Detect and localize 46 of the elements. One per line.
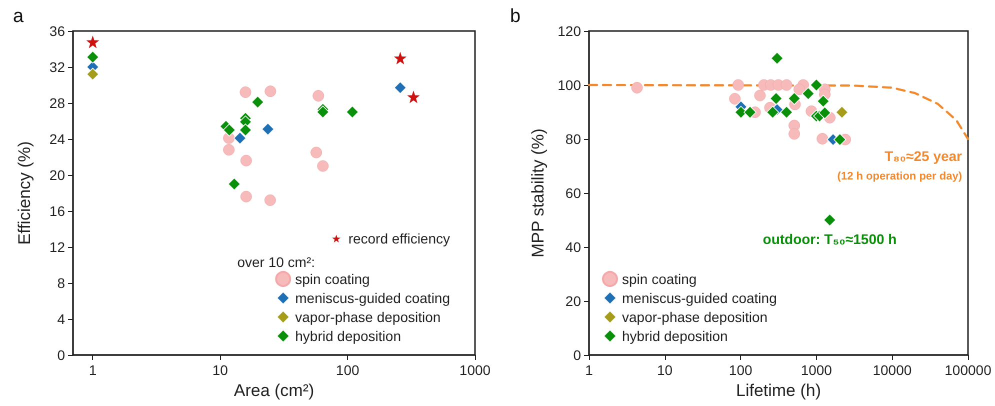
legend-label: spin coating — [295, 271, 370, 287]
x-axis-title: Lifetime (h) — [736, 380, 822, 400]
y-tick-label: 20 — [565, 293, 582, 309]
chart-title: b — [510, 6, 521, 27]
x-tick-label: 100000 — [944, 362, 992, 378]
y-tick-label: 8 — [57, 275, 66, 291]
y-tick-label: 32 — [49, 59, 66, 75]
x-tick-label: 1 — [88, 362, 97, 378]
y-tick-label: 80 — [565, 131, 582, 147]
y-tick-label: 60 — [565, 185, 582, 201]
legend-label: hybrid deposition — [295, 328, 401, 344]
legend-label: meniscus-guided coating — [295, 290, 450, 306]
y-tick-label: 120 — [558, 23, 582, 39]
annotation: (12 h operation per day) — [837, 170, 962, 182]
y-tick-label: 20 — [49, 167, 66, 183]
x-tick-label: 10000 — [872, 362, 912, 378]
legend-label: record efficiency — [348, 230, 450, 246]
annotation: T₈₀≈25 year — [884, 148, 963, 164]
y-tick-label: 0 — [57, 347, 66, 363]
x-tick-label: 1000 — [800, 362, 832, 378]
x-tick-label: 100 — [728, 362, 752, 378]
annotation: outdoor: T₅₀≈1500 h — [762, 231, 897, 247]
x-axis-title: Area (cm²) — [234, 380, 314, 400]
y-tick-label: 12 — [49, 239, 66, 255]
annotation: over 10 cm²: — [237, 254, 316, 270]
chart-title: a — [13, 6, 24, 27]
legend-label: vapor-phase deposition — [622, 309, 768, 325]
legend-label: hybrid deposition — [622, 328, 728, 344]
legend-label: meniscus-guided coating — [622, 290, 777, 306]
y-tick-label: 0 — [573, 347, 582, 363]
y-tick-label: 36 — [49, 23, 66, 39]
y-axis-title: Efficiency (%) — [15, 141, 34, 245]
x-tick-label: 1000 — [459, 362, 491, 378]
y-tick-label: 16 — [49, 203, 66, 219]
x-tick-label: 10 — [657, 362, 673, 378]
legend-label: spin coating — [622, 271, 697, 287]
x-tick-label: 1 — [585, 362, 594, 378]
y-tick-label: 40 — [565, 239, 582, 255]
y-tick-label: 28 — [49, 95, 66, 111]
y-tick-label: 4 — [57, 311, 66, 327]
y-tick-label: 100 — [558, 77, 582, 93]
y-axis-title: MPP stability (%) — [528, 128, 548, 258]
x-tick-label: 10 — [212, 362, 228, 378]
y-tick-label: 24 — [49, 131, 66, 147]
x-tick-label: 100 — [336, 362, 360, 378]
legend-label: vapor-phase deposition — [295, 309, 441, 325]
